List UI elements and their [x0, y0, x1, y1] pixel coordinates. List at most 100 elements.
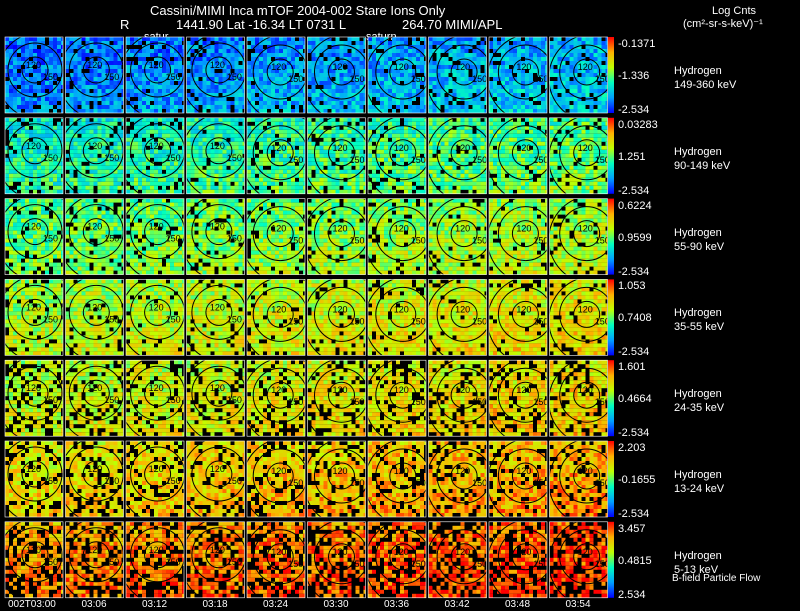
colorbar-tick-label: 1.251 [618, 151, 646, 164]
contour-label: 150 [533, 397, 548, 407]
contour-label: 150 [104, 395, 119, 405]
colorbar-tick-label: -0.1371 [618, 38, 655, 51]
contour-label: 120 [578, 547, 593, 557]
contour-label: 150 [288, 478, 303, 488]
contour-label: 120 [333, 62, 348, 72]
time-tick-label: 002T03:00 [8, 598, 56, 611]
contour-label: 150 [104, 153, 119, 163]
contour-label: 150 [472, 316, 487, 326]
colorbar-tick-label: -2.534 [618, 346, 649, 359]
contour-label: 120 [149, 464, 164, 474]
time-tick-label: 03:36 [384, 598, 409, 611]
contour-label: 120 [516, 224, 531, 234]
contour-label: 150 [350, 155, 365, 165]
contour-label: 150 [533, 74, 548, 84]
contour-label: 120 [516, 304, 531, 314]
contour-label: 120 [516, 62, 531, 72]
contour-label: 120 [455, 62, 470, 72]
contour-label: 150 [43, 314, 58, 324]
contour-label: 150 [411, 74, 426, 84]
colorbar-tick-label: -2.534 [618, 185, 649, 198]
contour-label: 120 [271, 62, 286, 72]
contour-label: 120 [26, 302, 41, 312]
contour-label: 120 [149, 60, 164, 70]
colorbar [608, 118, 614, 194]
colorbar-tick-label: 0.7408 [618, 312, 652, 325]
contour-label: 120 [333, 304, 348, 314]
contour-label: 150 [533, 155, 548, 165]
contour-label: 150 [533, 478, 548, 488]
contour-label: 120 [516, 143, 531, 153]
contour-label: 150 [104, 476, 119, 486]
contour-label: 150 [472, 74, 487, 84]
colorbar [608, 360, 614, 436]
contour-label: 120 [516, 547, 531, 557]
colorbar-tick-label: -2.534 [618, 266, 649, 279]
contour-label: 120 [333, 224, 348, 234]
contour-label: 150 [472, 397, 487, 407]
contour-label: 120 [455, 466, 470, 476]
contour-label: 120 [149, 302, 164, 312]
contour-label: 120 [210, 222, 225, 232]
colorbar [608, 199, 614, 275]
colorbar [608, 441, 614, 517]
time-tick-label: 03:24 [263, 598, 288, 611]
contour-label: 120 [578, 143, 593, 153]
contour-label: 120 [26, 545, 41, 555]
contour-label: 120 [394, 547, 409, 557]
contour-label: 120 [26, 141, 41, 151]
time-tick-label: 03:48 [505, 598, 530, 611]
colorbar-tick-label: 2.203 [618, 442, 646, 455]
contour-label: 150 [533, 316, 548, 326]
contour-label: 120 [149, 383, 164, 393]
contour-label: 120 [149, 545, 164, 555]
contour-label: 120 [87, 383, 102, 393]
contour-label: 120 [578, 224, 593, 234]
contour-label: 120 [455, 385, 470, 395]
contour-label: 150 [533, 559, 548, 569]
contour-label: 150 [411, 236, 426, 246]
contour-label: 150 [227, 314, 242, 324]
contour-label: 150 [350, 397, 365, 407]
contour-label: 150 [166, 557, 181, 567]
species-label: Hydrogen [674, 307, 722, 320]
species-label: Hydrogen [674, 469, 722, 482]
contour-label: 120 [87, 222, 102, 232]
contour-label: 150 [288, 155, 303, 165]
energy-range-label: 35-55 keV [674, 321, 724, 334]
contour-label: 120 [87, 464, 102, 474]
time-tick-label: 03:06 [82, 598, 107, 611]
contour-label: 120 [455, 304, 470, 314]
contour-label: 150 [227, 234, 242, 244]
contour-label: 120 [149, 222, 164, 232]
colorbar-tick-label: -2.534 [618, 508, 649, 521]
contour-label: 150 [472, 236, 487, 246]
energy-range-label: 90-149 keV [674, 160, 730, 173]
contour-label: 120 [87, 302, 102, 312]
contour-label: 120 [394, 466, 409, 476]
contour-label: 150 [166, 476, 181, 486]
footer-note: B-field Particle Flow [672, 572, 760, 585]
contour-label: 120 [394, 304, 409, 314]
contour-label: 120 [210, 60, 225, 70]
contour-label: 120 [394, 385, 409, 395]
time-tick-label: 03:12 [142, 598, 167, 611]
species-label: Hydrogen [674, 65, 722, 78]
contour-label: 120 [210, 383, 225, 393]
colorbar-tick-label: 0.03283 [618, 119, 658, 132]
colorbar-tick-label: 0.4664 [618, 393, 652, 406]
colorbar-tick-label: -2.534 [618, 427, 649, 440]
contour-label: 150 [166, 314, 181, 324]
contour-label: 150 [472, 559, 487, 569]
contour-label: 120 [271, 224, 286, 234]
contour-label: 150 [350, 74, 365, 84]
contour-label: 120 [87, 545, 102, 555]
contour-label: 150 [227, 476, 242, 486]
contour-label: 120 [578, 62, 593, 72]
contour-label: 120 [333, 143, 348, 153]
energy-range-label: 149-360 keV [674, 79, 736, 92]
contour-label: 150 [350, 559, 365, 569]
contour-label: 150 [104, 72, 119, 82]
contour-label: 120 [271, 304, 286, 314]
species-label: Hydrogen [674, 388, 722, 401]
